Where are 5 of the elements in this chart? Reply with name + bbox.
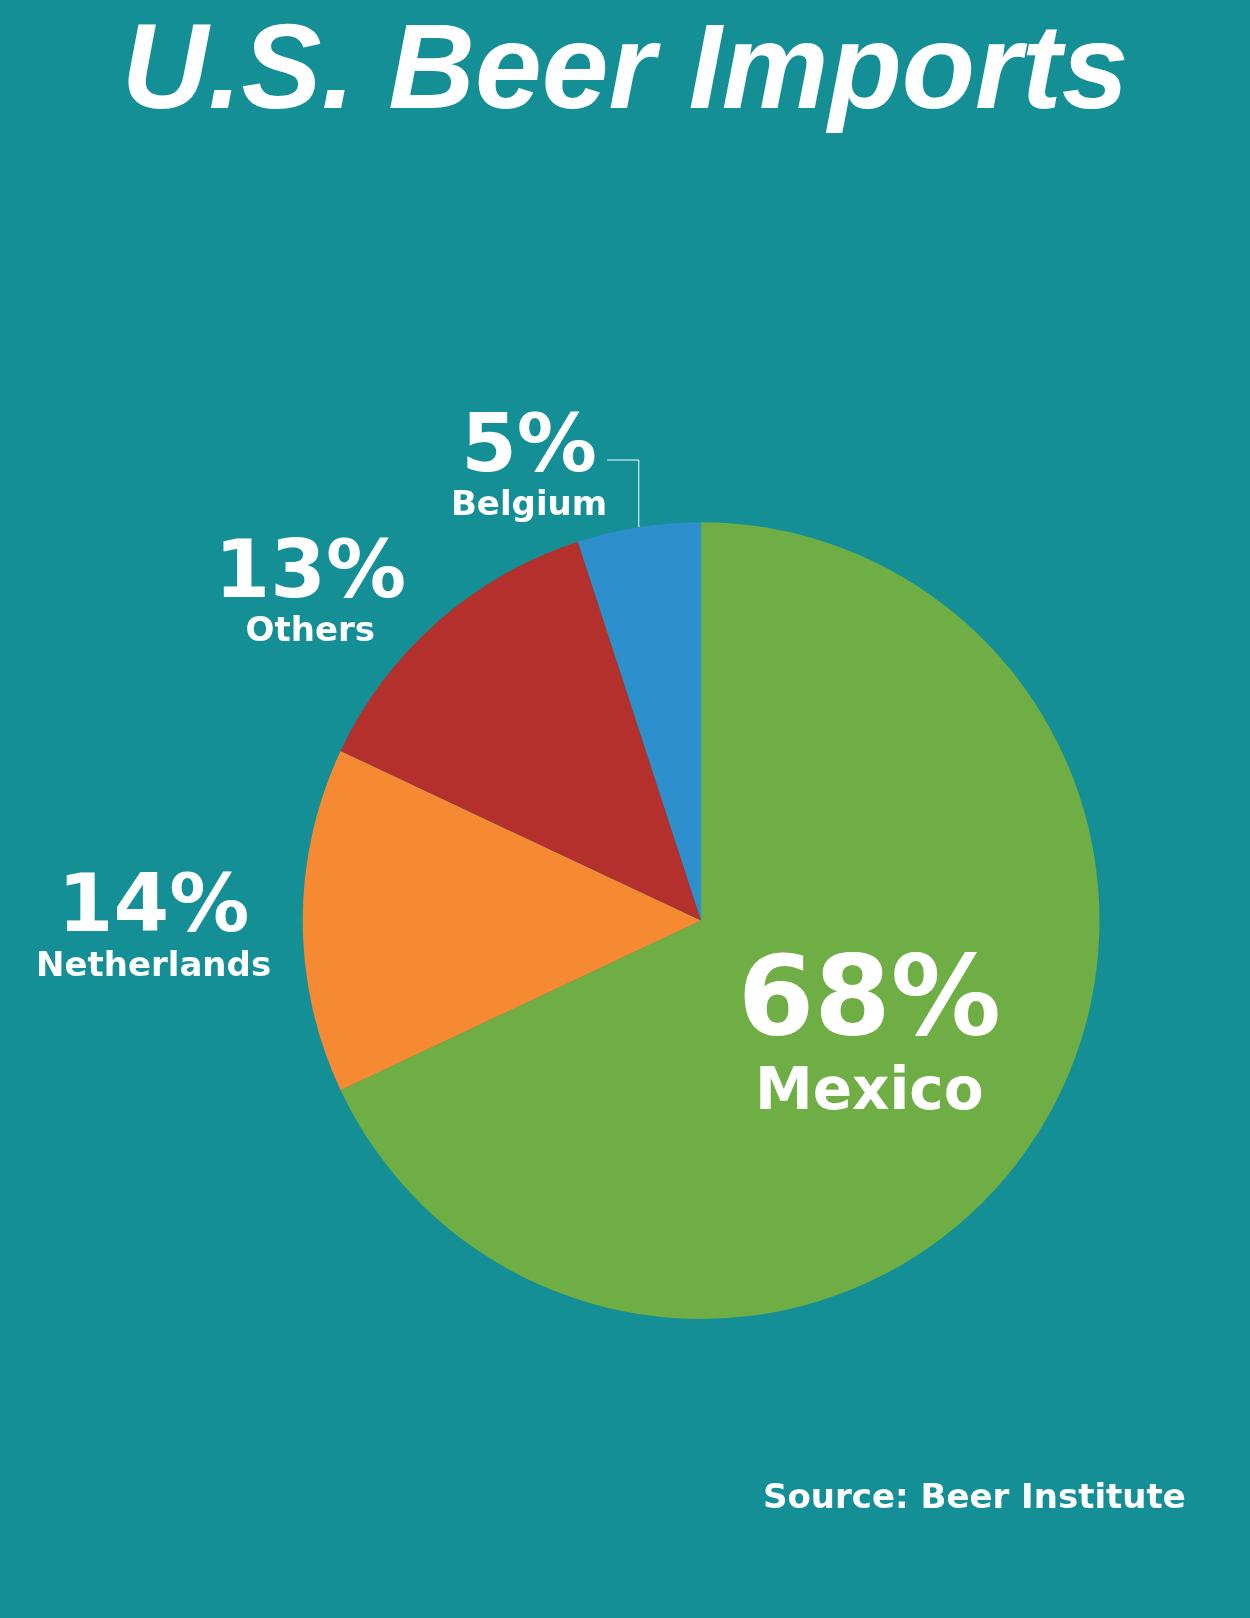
source-note: Source: Beer Institute — [763, 1476, 1186, 1516]
chart-title: U.S. Beer Imports — [121, 0, 1129, 134]
slice-label: Others — [245, 609, 376, 650]
pie-slice — [303, 750, 702, 1091]
pie-slice — [577, 522, 702, 921]
